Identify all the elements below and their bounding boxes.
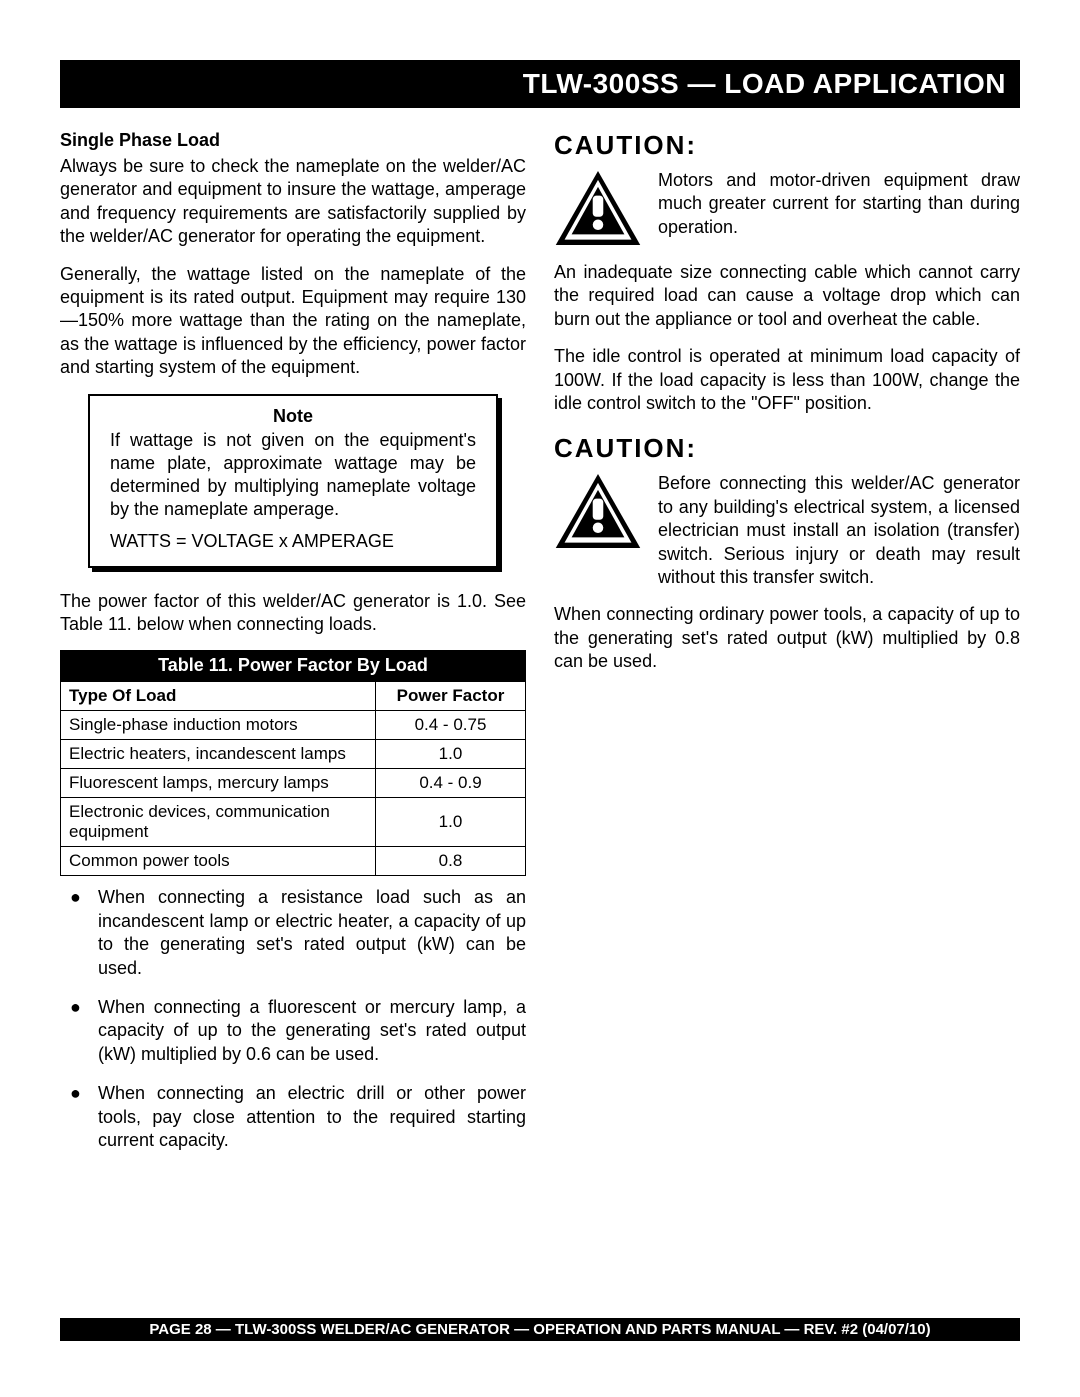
footer-bar: PAGE 28 — TLW-300SS WELDER/AC GENERATOR … <box>60 1318 1020 1341</box>
table-cell: 0.4 - 0.75 <box>376 711 526 740</box>
caution-text-2: Before connecting this welder/AC generat… <box>658 472 1020 589</box>
caution-heading-1: CAUTION: <box>554 130 1020 161</box>
caution-heading-2: CAUTION: <box>554 433 1020 464</box>
table-header-pf: Power Factor <box>376 682 526 711</box>
table-row: Common power tools 0.8 <box>61 847 526 876</box>
caution-block-1: Motors and motor-driven equipment draw m… <box>554 169 1020 247</box>
table-cell: 1.0 <box>376 798 526 847</box>
table-row: Electric heaters, incandescent lamps 1.0 <box>61 740 526 769</box>
bullet-list: When connecting a resistance load such a… <box>60 886 526 1152</box>
list-item: When connecting an electric drill or oth… <box>82 1082 526 1152</box>
left-paragraph-2: Generally, the wattage listed on the nam… <box>60 263 526 380</box>
title-bar: TLW-300SS — LOAD APPLICATION <box>60 60 1020 108</box>
caution-block-2: Before connecting this welder/AC generat… <box>554 472 1020 589</box>
table-cell: Common power tools <box>61 847 376 876</box>
table-cell: 0.4 - 0.9 <box>376 769 526 798</box>
right-paragraph-1: An inadequate size connecting cable whic… <box>554 261 1020 331</box>
two-column-layout: Single Phase Load Always be sure to chec… <box>60 130 1020 1168</box>
list-item: When connecting a resistance load such a… <box>82 886 526 980</box>
caution-text-1: Motors and motor-driven equipment draw m… <box>658 169 1020 239</box>
note-box: Note If wattage is not given on the equi… <box>88 394 498 568</box>
table-cell: Single-phase induction motors <box>61 711 376 740</box>
power-factor-table: Type Of Load Power Factor Single-phase i… <box>60 681 526 876</box>
warning-triangle-icon <box>554 472 642 550</box>
right-paragraph-3: When connecting ordinary power tools, a … <box>554 603 1020 673</box>
table-cell: Electronic devices, communication equipm… <box>61 798 376 847</box>
table-cell: 1.0 <box>376 740 526 769</box>
table-row: Fluorescent lamps, mercury lamps 0.4 - 0… <box>61 769 526 798</box>
table-row: Electronic devices, communication equipm… <box>61 798 526 847</box>
table-cell: Fluorescent lamps, mercury lamps <box>61 769 376 798</box>
note-label: Note <box>110 406 476 427</box>
right-column: CAUTION: Motors and motor-driven equipme… <box>554 130 1020 1168</box>
single-phase-heading: Single Phase Load <box>60 130 526 151</box>
table-title: Table 11. Power Factor By Load <box>60 650 526 681</box>
table-row: Single-phase induction motors 0.4 - 0.75 <box>61 711 526 740</box>
left-paragraph-3: The power factor of this welder/AC gener… <box>60 590 526 637</box>
table-header-row: Type Of Load Power Factor <box>61 682 526 711</box>
left-column: Single Phase Load Always be sure to chec… <box>60 130 526 1168</box>
right-paragraph-2: The idle control is operated at minimum … <box>554 345 1020 415</box>
note-text: If wattage is not given on the equipment… <box>110 429 476 521</box>
list-item: When connecting a fluorescent or mercury… <box>82 996 526 1066</box>
note-formula: WATTS = VOLTAGE x AMPERAGE <box>110 531 476 552</box>
left-paragraph-1: Always be sure to check the nameplate on… <box>60 155 526 249</box>
table-header-type: Type Of Load <box>61 682 376 711</box>
warning-triangle-icon <box>554 169 642 247</box>
table-cell: Electric heaters, incandescent lamps <box>61 740 376 769</box>
table-cell: 0.8 <box>376 847 526 876</box>
